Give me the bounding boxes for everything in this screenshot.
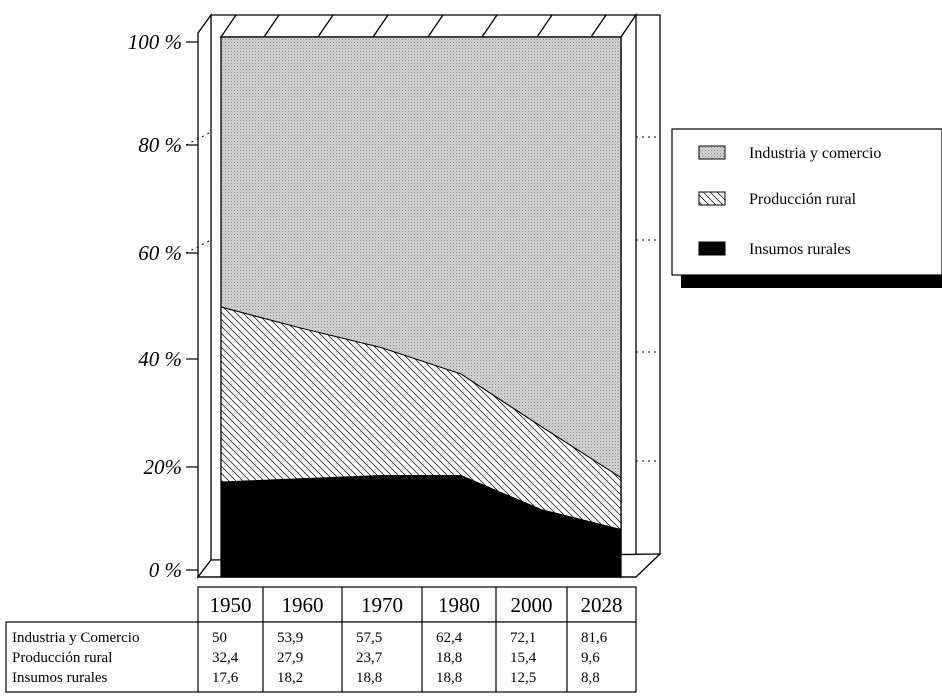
table-cell: 17,6 xyxy=(212,670,239,686)
y-tick-label: 100 % xyxy=(128,30,182,54)
table-cell: 50 xyxy=(212,630,227,646)
table-row-label: Industria y Comercio xyxy=(12,630,139,646)
plot-area xyxy=(220,36,622,578)
table-cell: 9,6 xyxy=(581,650,600,666)
table-cell: 23,7 xyxy=(356,650,383,666)
table-cell: 62,4 xyxy=(436,630,463,646)
plot-outline xyxy=(220,36,622,578)
legend-swatch-industria-y-comercio xyxy=(698,145,726,160)
back-wall xyxy=(635,14,661,557)
left-wall xyxy=(197,12,212,579)
table-cell: 81,6 xyxy=(581,630,608,646)
year-label: 1960 xyxy=(282,593,324,617)
year-label: 1980 xyxy=(438,593,480,617)
table-cell: 18,8 xyxy=(356,670,382,686)
legend-swatch-produccion-rural xyxy=(698,191,726,206)
table-cell: 15,4 xyxy=(510,650,537,666)
y-tick-label: 20% xyxy=(144,455,183,479)
legend-label: Producción rural xyxy=(749,191,857,208)
table-cell: 18,8 xyxy=(436,670,462,686)
table-cell: 72,1 xyxy=(510,630,536,646)
legend-label: Insumos rurales xyxy=(749,241,851,258)
y-tick-label: 80 % xyxy=(138,133,182,157)
y-tick-label: 0 % xyxy=(149,558,182,582)
table-border xyxy=(5,621,637,693)
table-cell: 8,8 xyxy=(581,670,600,686)
legend: Industria y comercio Producción rural Insu… xyxy=(671,128,942,288)
year-label: 2028 xyxy=(581,593,623,617)
table-cell: 57,5 xyxy=(356,630,382,646)
year-label: 1950 xyxy=(210,593,252,617)
data-table: Industria y Comercio 50 53,9 57,5 62,4 72,1 81… xyxy=(5,621,637,693)
table-row-label: Producción rural xyxy=(12,650,112,666)
table-cell: 18,8 xyxy=(436,650,462,666)
right-slab xyxy=(620,12,637,580)
y-tick-label: 60 % xyxy=(138,241,182,265)
table-cell: 53,9 xyxy=(277,630,303,646)
legend-label: Industria y comercio xyxy=(749,145,881,162)
y-tick-label: 40 % xyxy=(138,347,182,371)
table-row-label: Insumos rurales xyxy=(12,670,108,686)
table-cell: 12,5 xyxy=(510,670,536,686)
table-cell: 18,2 xyxy=(277,670,303,686)
category-axis: 1950 1960 1970 1980 2000 2028 xyxy=(197,586,637,623)
year-label: 2000 xyxy=(511,593,553,617)
y-axis: 0 % 20% 40 % 60 % 80 % 100 % xyxy=(128,30,198,582)
table-cell: 32,4 xyxy=(212,650,239,666)
top-slab xyxy=(219,14,638,38)
legend-swatch-insumos-rurales xyxy=(698,241,726,256)
table-cell: 27,9 xyxy=(277,650,303,666)
year-row xyxy=(197,586,637,623)
year-label: 1970 xyxy=(361,593,403,617)
